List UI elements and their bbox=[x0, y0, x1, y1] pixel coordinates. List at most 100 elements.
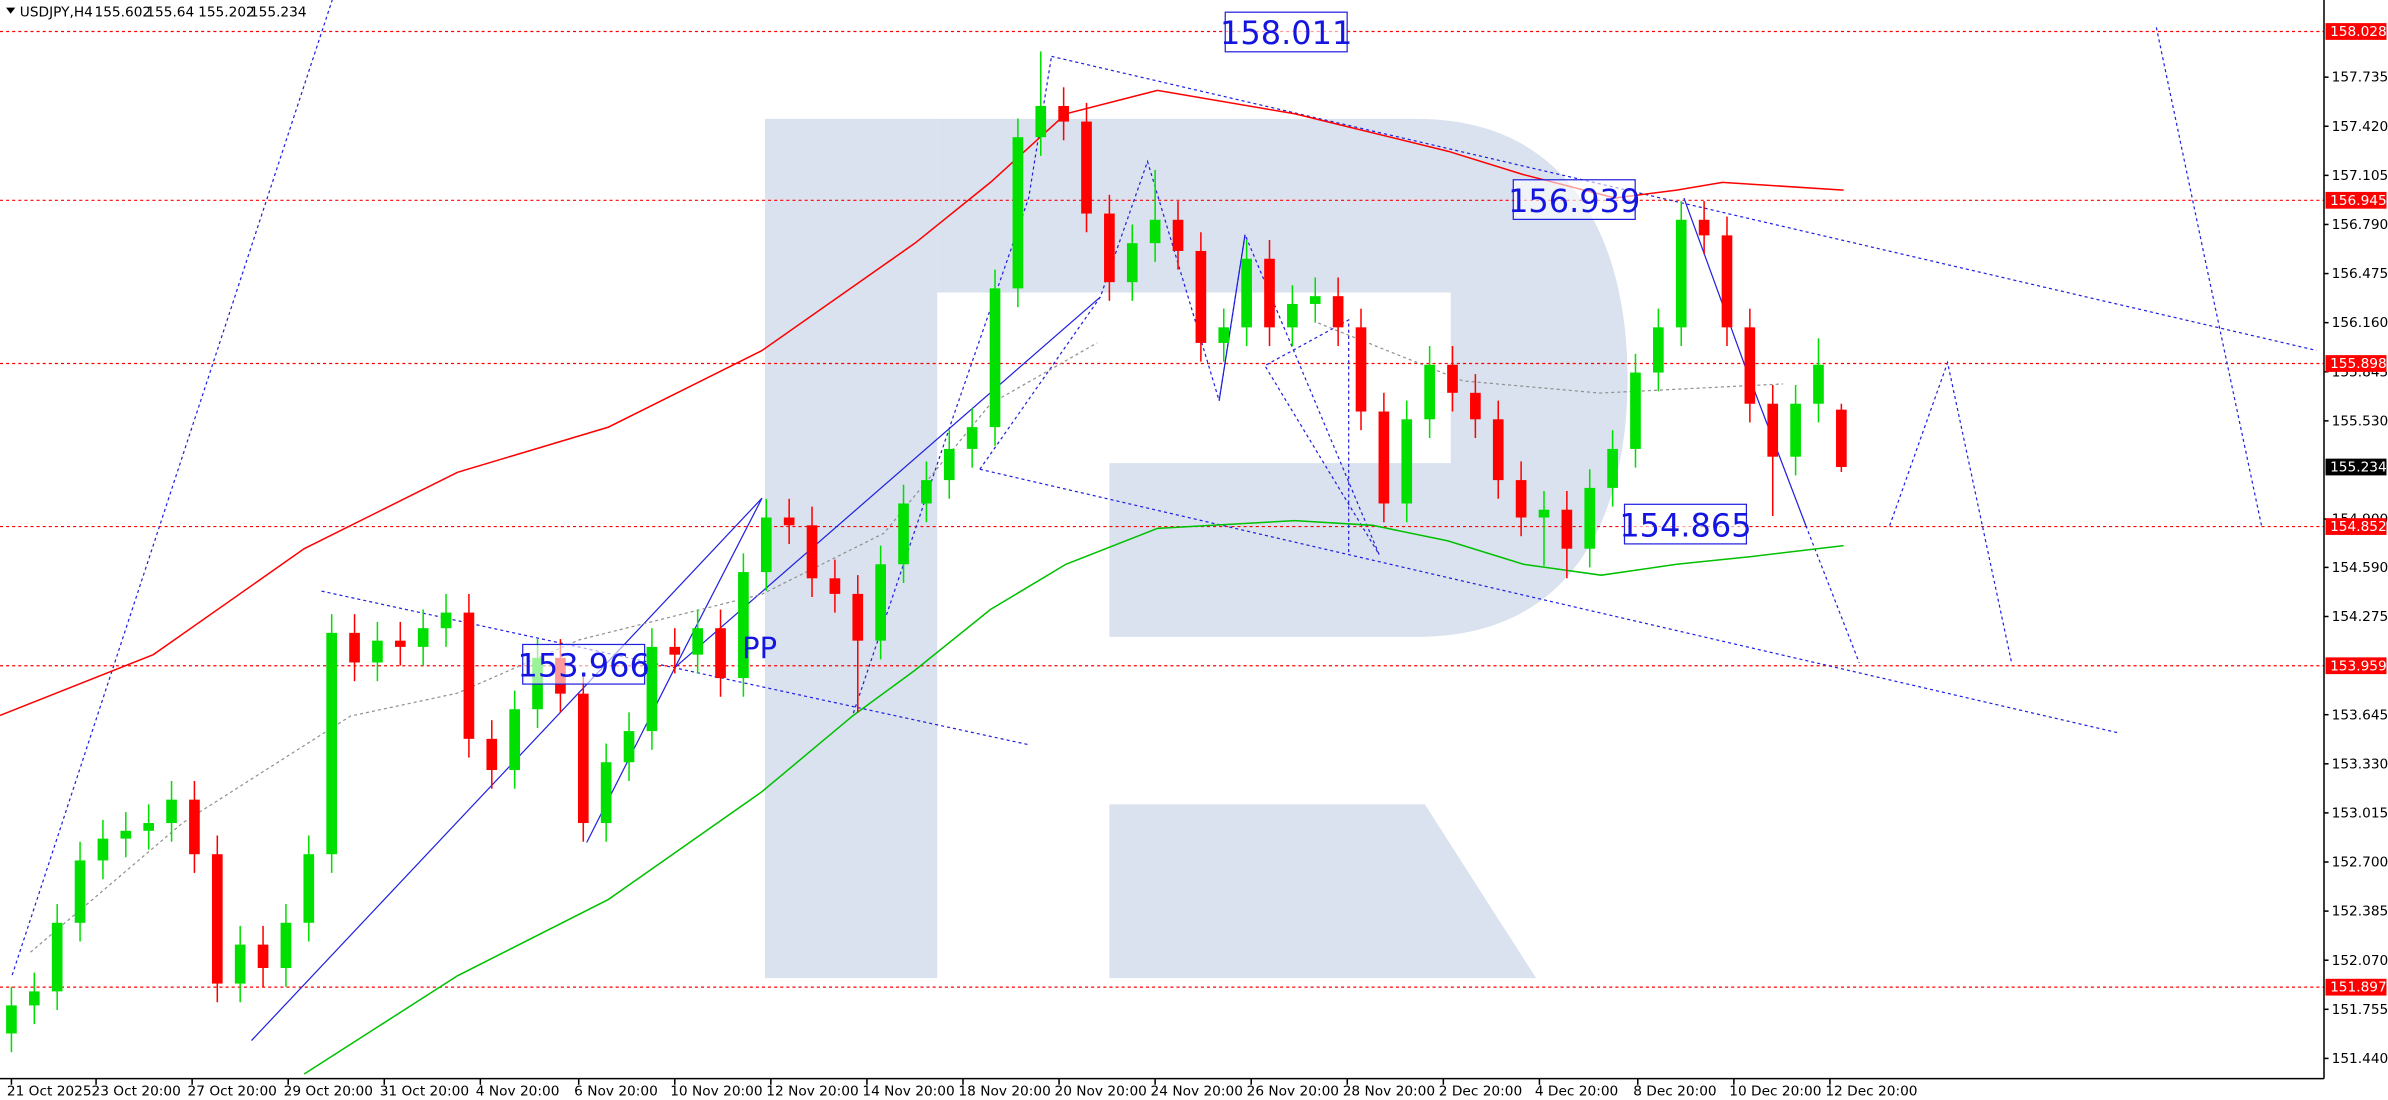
x-tick-label: 28 Nov 20:00 bbox=[1343, 1083, 1435, 1099]
moving-average bbox=[303, 519, 1844, 1075]
level-tag-label: 153.959 bbox=[2330, 658, 2387, 674]
candle-body bbox=[372, 640, 383, 663]
candle-body bbox=[600, 762, 612, 824]
y-tick-label: 152.700 bbox=[2332, 855, 2388, 871]
candle-body bbox=[440, 612, 452, 629]
y-tick-label: 156.160 bbox=[2332, 315, 2388, 331]
candle-body bbox=[74, 860, 86, 923]
header-value: 155.64 bbox=[146, 5, 194, 21]
x-tick-label: 10 Nov 20:00 bbox=[670, 1083, 762, 1099]
level-tag bbox=[2325, 518, 2387, 535]
level-tag bbox=[2325, 355, 2387, 372]
candle-body bbox=[326, 632, 338, 855]
candle-body bbox=[509, 709, 520, 771]
candle-body bbox=[989, 288, 1001, 428]
level-tag-label: 158.028 bbox=[2330, 24, 2387, 40]
y-tick-label: 156.790 bbox=[2332, 217, 2388, 233]
candle-body bbox=[1195, 250, 1207, 343]
candle-body bbox=[1470, 392, 1481, 420]
y-tick-label: 154.275 bbox=[2332, 609, 2388, 625]
y-tick-label: 151.755 bbox=[2332, 1002, 2388, 1018]
x-tick-label: 18 Nov 20:00 bbox=[958, 1083, 1050, 1099]
candle-body bbox=[257, 944, 269, 968]
candle-body bbox=[1081, 121, 1092, 214]
candle-body bbox=[646, 646, 658, 732]
x-tick-label: 8 Dec 20:00 bbox=[1633, 1083, 1716, 1099]
candle-body bbox=[211, 854, 223, 984]
candle-body bbox=[1149, 219, 1161, 244]
candle-body bbox=[1721, 235, 1733, 328]
price-label-box bbox=[522, 643, 646, 685]
x-tick-label: 4 Nov 20:00 bbox=[476, 1083, 560, 1099]
candle-body bbox=[966, 427, 978, 449]
candle-body bbox=[806, 525, 818, 579]
y-tick-label: 153.645 bbox=[2332, 707, 2388, 723]
x-tick-label: 10 Dec 20:00 bbox=[1729, 1083, 1821, 1099]
candle-body bbox=[1538, 509, 1550, 518]
candle-body bbox=[143, 823, 155, 831]
price-label: 154.865 bbox=[1619, 506, 1751, 544]
level-tag bbox=[2325, 23, 2387, 40]
candle-body bbox=[6, 1005, 17, 1034]
candle-body bbox=[1630, 372, 1641, 449]
header-value: 155.234 bbox=[250, 5, 307, 21]
price-label: 158.011 bbox=[1220, 14, 1352, 52]
candle-body bbox=[51, 922, 63, 992]
x-tick-label: 24 Nov 20:00 bbox=[1151, 1083, 1243, 1099]
price-tag bbox=[2325, 458, 2387, 476]
candle-body bbox=[1172, 219, 1184, 251]
candle-body bbox=[692, 628, 703, 655]
y-tick-label: 156.475 bbox=[2332, 266, 2388, 282]
y-tick-label: 155.530 bbox=[2332, 413, 2388, 429]
candle-body bbox=[1584, 487, 1596, 549]
candle-body bbox=[1035, 105, 1047, 138]
candle-body bbox=[1744, 327, 1756, 404]
y-tick-label: 157.420 bbox=[2332, 119, 2388, 135]
candle-body bbox=[1561, 509, 1573, 549]
candle-body bbox=[1355, 327, 1367, 412]
x-tick-label: 12 Nov 20:00 bbox=[766, 1083, 858, 1099]
candle-body bbox=[875, 564, 886, 641]
candle-body bbox=[280, 922, 292, 968]
candle-body bbox=[1813, 364, 1824, 404]
x-tick-label: 20 Nov 20:00 bbox=[1054, 1083, 1146, 1099]
price-label: 153.966 bbox=[518, 646, 650, 684]
candle-body bbox=[1104, 213, 1115, 283]
candle-body bbox=[1836, 409, 1847, 468]
candle-body bbox=[1675, 219, 1687, 328]
candle-body bbox=[1698, 219, 1710, 236]
candle-body bbox=[715, 628, 726, 679]
candle-body bbox=[1790, 403, 1801, 457]
candle-body bbox=[1287, 303, 1298, 328]
candle-body bbox=[120, 830, 132, 839]
level-tag bbox=[2325, 657, 2387, 675]
price-label-box bbox=[1623, 503, 1748, 545]
x-tick-label: 23 Oct 20:00 bbox=[91, 1083, 180, 1099]
candle-body bbox=[1378, 411, 1390, 504]
candles bbox=[6, 51, 1847, 1053]
x-tick-label: 31 Oct 20:00 bbox=[380, 1083, 469, 1099]
y-tick-label: 154.590 bbox=[2332, 560, 2388, 576]
x-tick-label: 29 Oct 20:00 bbox=[284, 1083, 373, 1099]
level-tag bbox=[2325, 978, 2387, 996]
y-tick-label: 157.735 bbox=[2332, 70, 2388, 86]
x-tick-label: 21 Oct 2025 bbox=[7, 1083, 92, 1099]
x-tick-label: 27 Oct 20:00 bbox=[188, 1083, 277, 1099]
candle-body bbox=[1653, 327, 1664, 373]
level-tag-label: 156.945 bbox=[2330, 193, 2387, 209]
candle-body bbox=[898, 503, 909, 565]
x-tick-label: 12 Dec 20:00 bbox=[1825, 1083, 1917, 1099]
y-tick-label: 152.385 bbox=[2332, 904, 2388, 920]
candle-body bbox=[1012, 137, 1024, 289]
candle-body bbox=[1447, 364, 1458, 393]
y-tick-label: 153.330 bbox=[2332, 756, 2388, 772]
candle-body bbox=[783, 517, 795, 526]
pattern-label: PP bbox=[742, 631, 777, 665]
candle-body bbox=[463, 612, 475, 739]
candle-body bbox=[1126, 243, 1138, 283]
candle-body bbox=[234, 944, 246, 984]
x-tick-label: 6 Nov 20:00 bbox=[574, 1083, 658, 1099]
candle-body bbox=[943, 448, 955, 481]
candle-body bbox=[1515, 480, 1527, 518]
level-tag-label: 155.898 bbox=[2330, 356, 2387, 372]
